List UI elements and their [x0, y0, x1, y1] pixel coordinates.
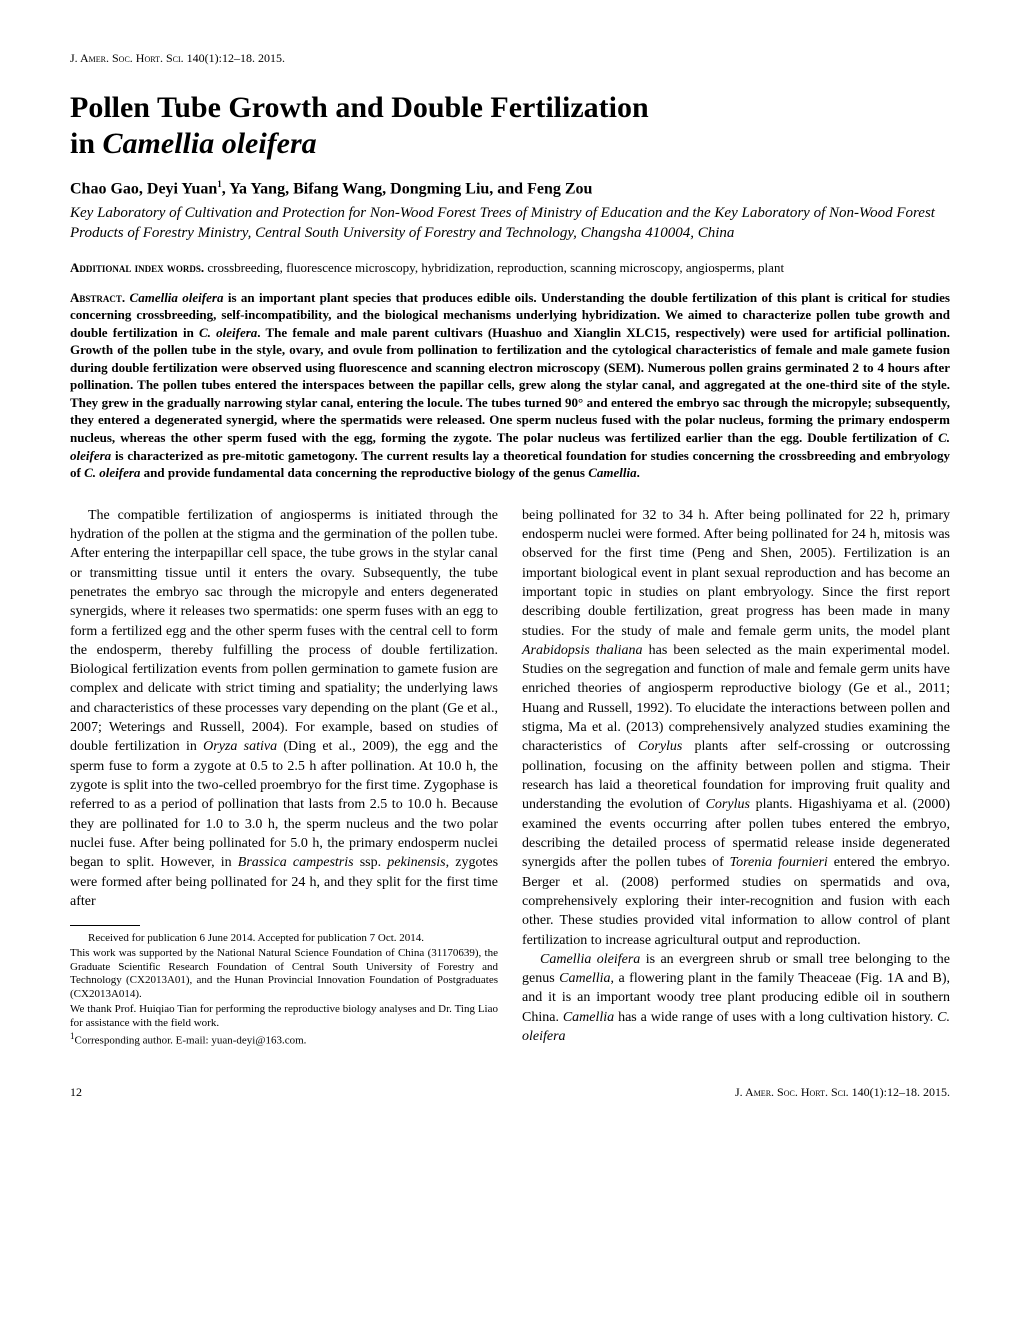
footnote-4-text: Corresponding author. E-mail: yuan-deyi@… — [75, 1035, 307, 1047]
authors-suffix: , Ya Yang, Bifang Wang, Dongming Liu, an… — [222, 181, 593, 198]
paper-title: Pollen Tube Growth and Double Fertilizat… — [70, 90, 950, 162]
col2-para-1: being pollinated for 32 to 34 h. After b… — [522, 506, 950, 950]
journal-header: J. Amer. Soc. Hort. Sci. 140(1):12–18. 2… — [70, 50, 950, 66]
abstract-text: Camellia oleifera is an important plant … — [70, 290, 950, 480]
title-line-2: in — [70, 127, 103, 160]
col2-para-2: Camellia oleifera is an evergreen shrub … — [522, 950, 950, 1047]
column-right: being pollinated for 32 to 34 h. After b… — [522, 506, 950, 1050]
body-columns: The compatible fertilization of angiospe… — [70, 506, 950, 1050]
keywords-block: Additional index words. crossbreeding, f… — [70, 259, 950, 277]
footer-journal-ref: J. Amer. Soc. Hort. Sci. 140(1):12–18. 2… — [735, 1084, 950, 1100]
footnotes-block: Received for publication 6 June 2014. Ac… — [70, 932, 498, 1049]
authors-line: Chao Gao, Deyi Yuan1, Ya Yang, Bifang Wa… — [70, 178, 950, 200]
keywords-text: crossbreeding, fluorescence microscopy, … — [204, 260, 784, 275]
page-number: 12 — [70, 1084, 82, 1100]
footnote-1: Received for publication 6 June 2014. Ac… — [70, 932, 498, 946]
title-line-1: Pollen Tube Growth and Double Fertilizat… — [70, 91, 649, 124]
abstract-label: Abstract. — [70, 290, 125, 305]
abstract-block: Abstract. Camellia oleifera is an import… — [70, 289, 950, 482]
keywords-label: Additional index words. — [70, 260, 204, 275]
footnote-divider — [70, 925, 140, 926]
column-left: The compatible fertilization of angiospe… — [70, 506, 498, 1050]
footnote-3: We thank Prof. Huiqiao Tian for performi… — [70, 1003, 498, 1031]
title-species: Camellia oleifera — [103, 127, 317, 160]
footnote-2: This work was supported by the National … — [70, 947, 498, 1002]
page-footer: 12 J. Amer. Soc. Hort. Sci. 140(1):12–18… — [70, 1084, 950, 1100]
col1-para-1: The compatible fertilization of angiospe… — [70, 506, 498, 912]
authors-prefix: Chao Gao, Deyi Yuan — [70, 181, 217, 198]
footnote-4: 1Corresponding author. E-mail: yuan-deyi… — [70, 1031, 498, 1048]
affiliation: Key Laboratory of Cultivation and Protec… — [70, 204, 950, 243]
